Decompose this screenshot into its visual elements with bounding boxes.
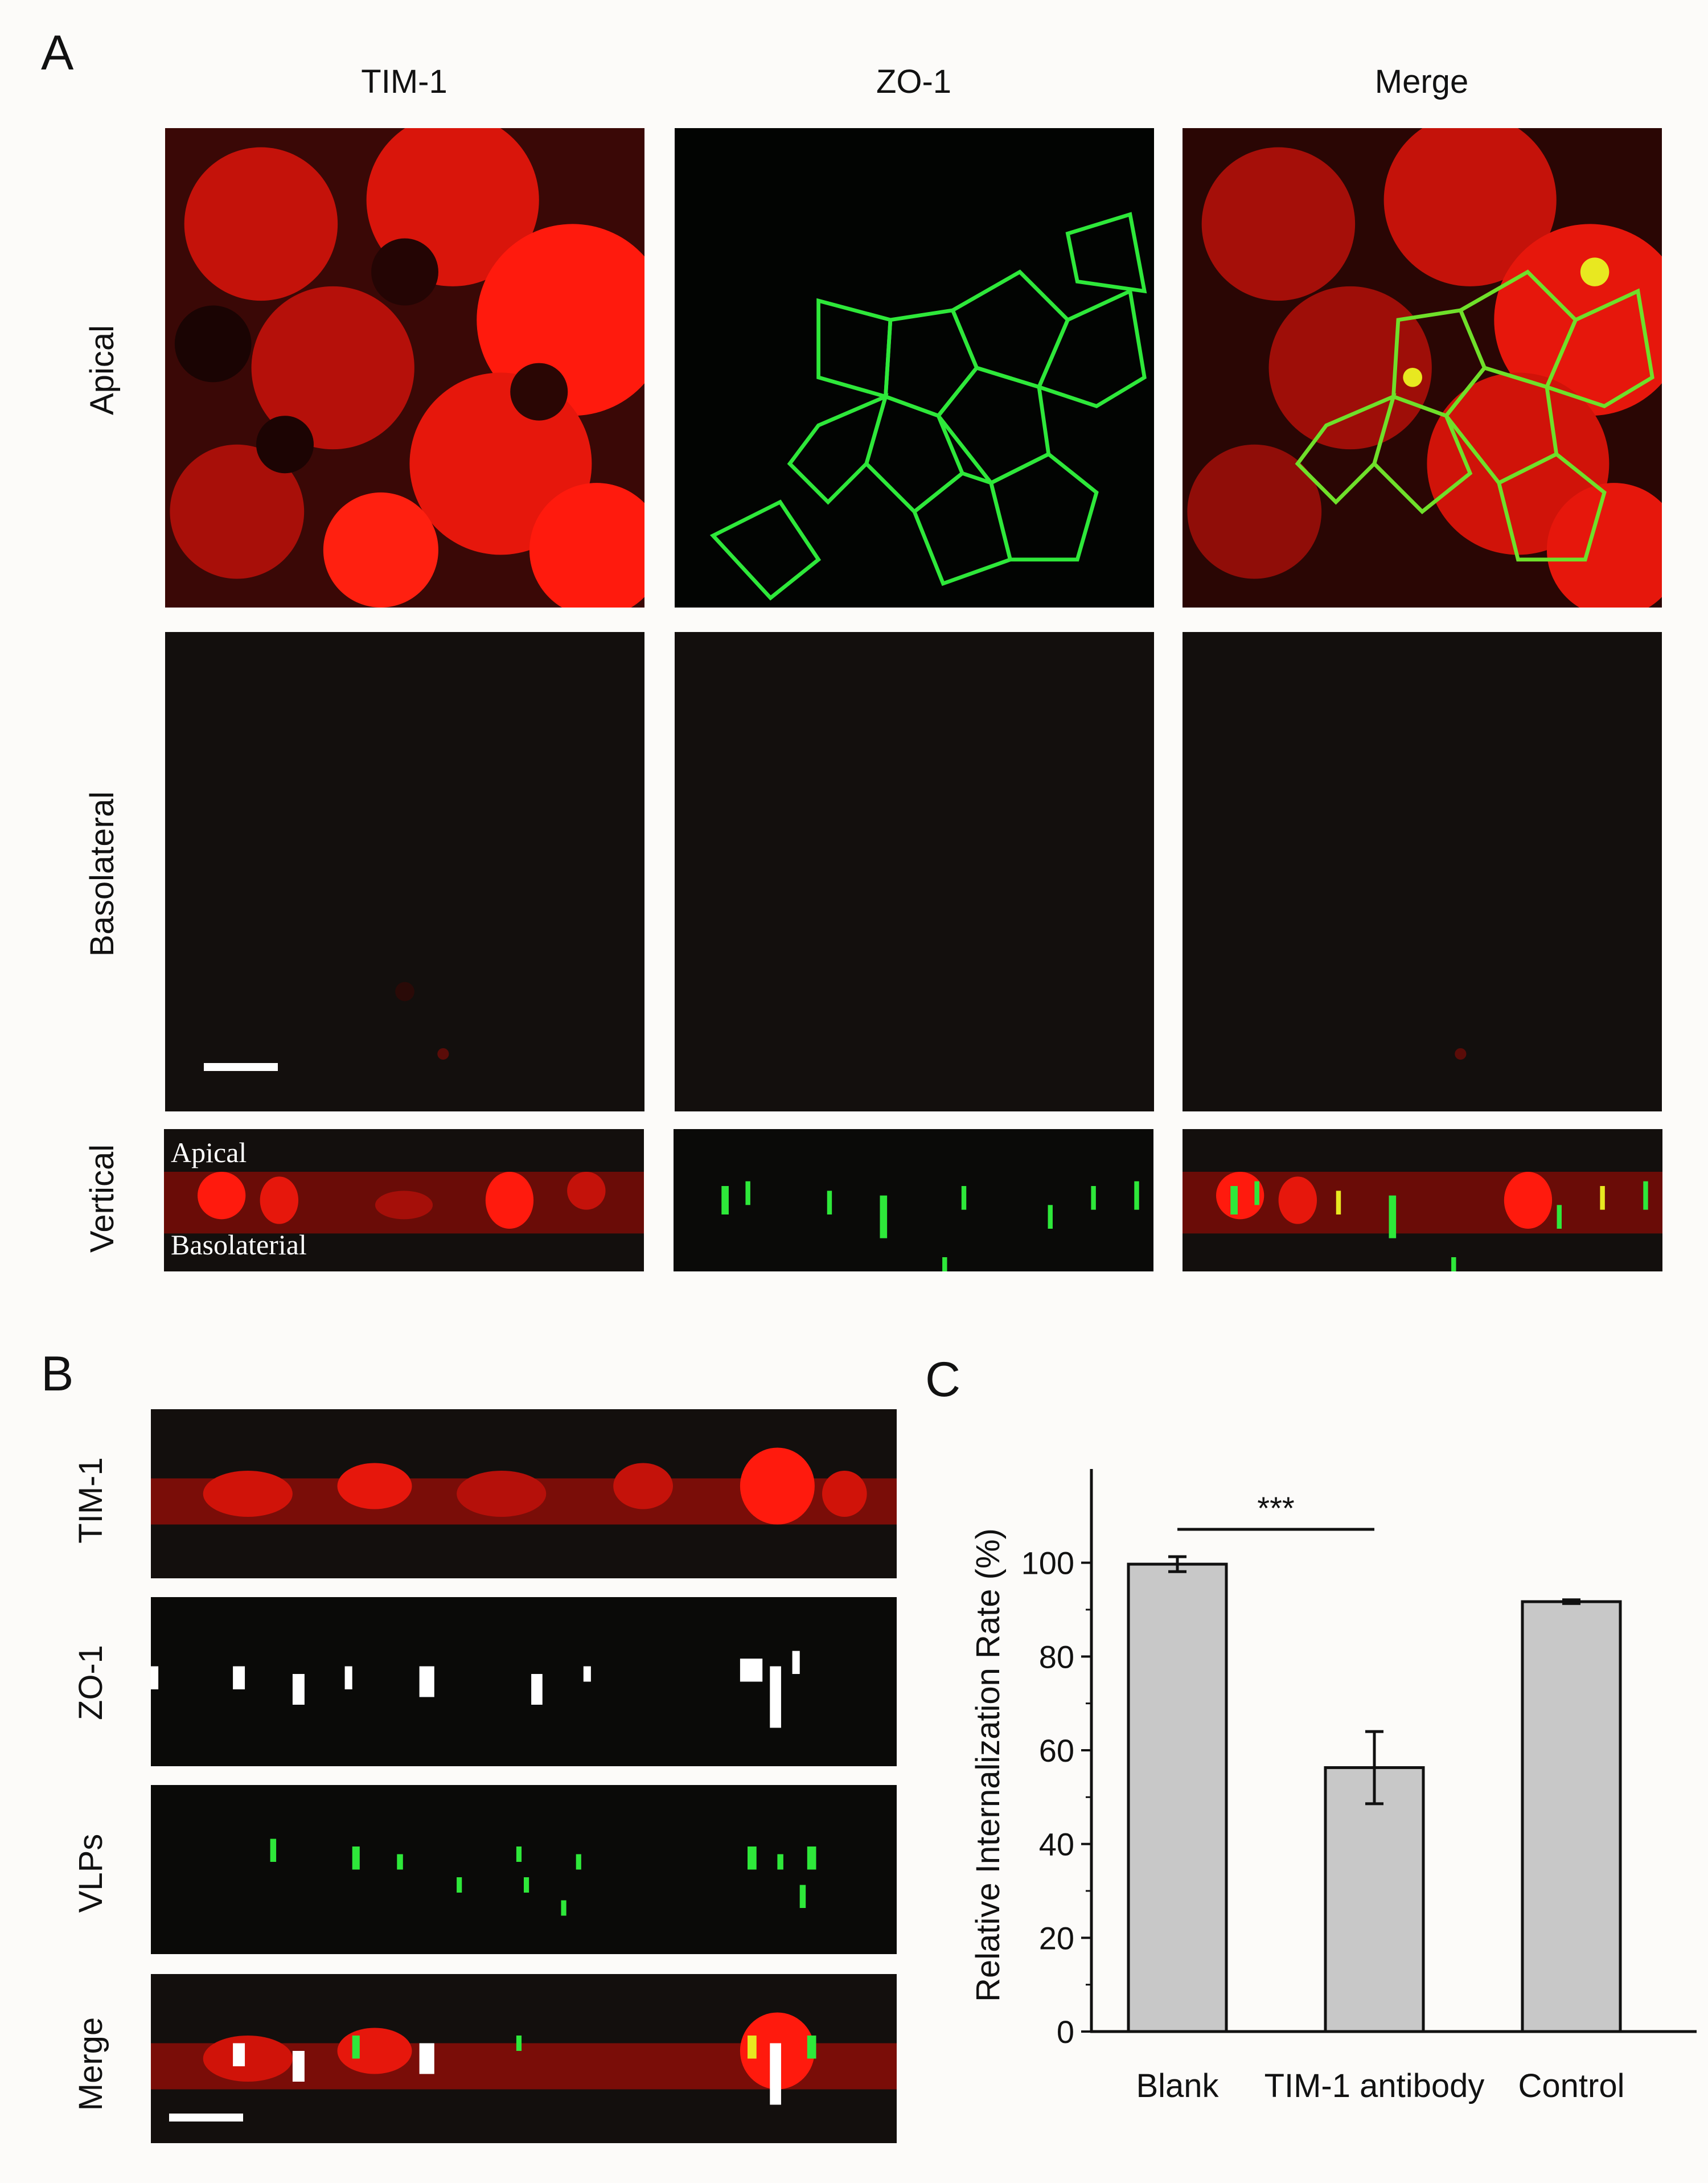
row-header-vertical: Vertical xyxy=(84,1144,121,1253)
x-tick-label-1: TIM-1 antibody xyxy=(1264,2067,1485,2104)
significance-label: *** xyxy=(1257,1490,1294,1526)
y-tick-label-60: 60 xyxy=(1039,1733,1074,1768)
bar-1 xyxy=(1324,1766,1425,2033)
row-header-basolateral: Basolateral xyxy=(84,791,121,957)
y-tick-label-100: 100 xyxy=(1021,1545,1074,1581)
y-tick-label-80: 80 xyxy=(1039,1639,1074,1675)
image-b-vlps xyxy=(151,1785,897,1954)
image-b-zo1 xyxy=(151,1597,897,1766)
image-apical-merge xyxy=(1183,128,1662,608)
image-basolateral-zo1 xyxy=(675,632,1154,1111)
y-tick-label-20: 20 xyxy=(1039,1920,1074,1956)
panel-letter-c: C xyxy=(925,1352,961,1407)
image-vertical-merge xyxy=(1183,1129,1662,1271)
overlay-label-apical: Apical xyxy=(171,1136,247,1168)
column-header-tim1: TIM-1 xyxy=(361,63,447,100)
image-b-tim1 xyxy=(151,1409,897,1578)
bar-0 xyxy=(1127,1562,1228,2033)
image-basolateral-merge xyxy=(1183,632,1662,1111)
panel-b-row-header-merge: Merge xyxy=(72,2017,109,2111)
y-axis-label: Relative Internalization Rate (%) xyxy=(970,1528,1007,2002)
panel-letter-b: B xyxy=(41,1347,74,1401)
bar-2 xyxy=(1521,1600,1622,2033)
image-vertical-tim1: Apical Basolaterial xyxy=(164,1129,644,1271)
panel-b-row-header-zo1: ZO-1 xyxy=(72,1644,109,1721)
image-apical-zo1 xyxy=(675,128,1154,608)
panel-b-row-header-tim1: TIM-1 xyxy=(72,1457,109,1544)
panel-letter-a: A xyxy=(41,26,74,80)
y-tick-label-40: 40 xyxy=(1039,1827,1074,1862)
scale-bar xyxy=(204,1063,278,1071)
scale-bar-b xyxy=(169,2114,243,2122)
image-apical-tim1 xyxy=(165,128,644,608)
column-header-merge: Merge xyxy=(1374,63,1469,100)
column-header-zo1: ZO-1 xyxy=(876,63,952,100)
bar-chart: Relative Internalization Rate (%) 0 20 40 6… xyxy=(945,1441,1708,2180)
image-b-merge xyxy=(151,1974,897,2143)
panel-b-row-header-vlps: VLPs xyxy=(72,1833,109,1913)
overlay-label-basolaterial: Basolaterial xyxy=(171,1229,307,1261)
image-vertical-zo1 xyxy=(674,1129,1153,1271)
image-basolateral-tim1 xyxy=(165,632,644,1111)
x-tick-label-2: Control xyxy=(1518,2067,1625,2104)
x-tick-label-0: Blank xyxy=(1136,2067,1219,2104)
y-tick-label-0: 0 xyxy=(1057,2014,1074,2050)
row-header-apical: Apical xyxy=(84,325,121,415)
